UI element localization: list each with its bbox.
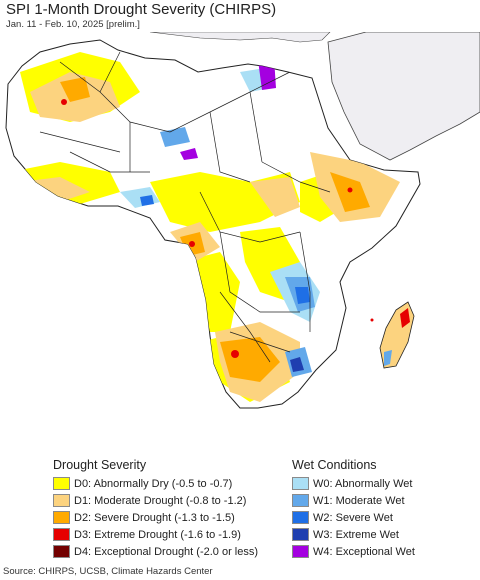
wet-legend-swatch	[292, 545, 309, 558]
drought-legend-item: D0: Abnormally Dry (-0.5 to -0.7)	[53, 475, 288, 492]
source-note: Source: CHIRPS, UCSB, Climate Hazards Ce…	[3, 566, 213, 577]
wet-legend-swatch	[292, 511, 309, 524]
drought-legend-item: D1: Moderate Drought (-0.8 to -1.2)	[53, 492, 288, 509]
wet-legend-label: W2: Severe Wet	[313, 511, 393, 524]
wet-legend: Wet Conditions W0: Abnormally Wet W1: Mod…	[292, 458, 472, 563]
wet-legend-swatch	[292, 494, 309, 507]
wet-legend-label: W1: Moderate Wet	[313, 494, 405, 507]
drought-legend-label: D0: Abnormally Dry (-0.5 to -0.7)	[74, 477, 233, 490]
wet-legend-item: W3: Extreme Wet	[292, 526, 472, 543]
drought-legend-title: Drought Severity	[53, 458, 147, 472]
wet-legend-item: W1: Moderate Wet	[292, 492, 472, 509]
drought-legend-swatch	[53, 494, 70, 507]
comoros-dot	[370, 318, 374, 322]
drought-legend-label: D2: Severe Drought (-1.3 to -1.5)	[74, 511, 235, 524]
drought-legend-swatch	[53, 528, 70, 541]
drought-legend-swatch	[53, 511, 70, 524]
w2-areas	[140, 195, 310, 304]
africa-drought-map	[5, 32, 480, 409]
drought-legend-label: D3: Extreme Drought (-1.6 to -1.9)	[74, 528, 241, 541]
wet-legend-label: W0: Abnormally Wet	[313, 477, 413, 490]
europe-landmass	[149, 32, 331, 43]
wet-legend-title: Wet Conditions	[292, 458, 377, 472]
wet-legend-swatch	[292, 528, 309, 541]
drought-legend-swatch	[53, 545, 70, 558]
drought-legend-label: D1: Moderate Drought (-0.8 to -1.2)	[74, 494, 247, 507]
drought-legend-item: D2: Severe Drought (-1.3 to -1.5)	[53, 509, 288, 526]
w3-areas	[290, 357, 304, 372]
wet-legend-item: W0: Abnormally Wet	[292, 475, 472, 492]
drought-legend-label: D4: Exceptional Drought (-2.0 or less)	[74, 545, 259, 558]
wet-legend-item: W4: Exceptional Wet	[292, 543, 472, 560]
drought-legend-swatch	[53, 477, 70, 490]
wet-legend-label: W3: Extreme Wet	[313, 528, 399, 541]
drought-legend-item: D3: Extreme Drought (-1.6 to -1.9)	[53, 526, 288, 543]
country-borders	[39, 51, 331, 363]
drought-legend-item: D4: Exceptional Drought (-2.0 or less)	[53, 543, 288, 560]
wet-legend-item: W2: Severe Wet	[292, 509, 472, 526]
madagascar-extreme	[400, 308, 410, 328]
wet-legend-label: W4: Exceptional Wet	[313, 545, 415, 558]
map-subtitle: Jan. 11 - Feb. 10, 2025 [prelim.]	[6, 19, 140, 30]
d3-areas	[61, 99, 353, 358]
wet-legend-swatch	[292, 477, 309, 490]
map-title: SPI 1-Month Drought Severity (CHIRPS)	[6, 1, 277, 18]
madagascar-wet	[384, 350, 392, 366]
drought-legend: Drought Severity D0: Abnormally Dry (-0.…	[53, 458, 288, 563]
arabian-peninsula-landmass	[327, 32, 480, 161]
